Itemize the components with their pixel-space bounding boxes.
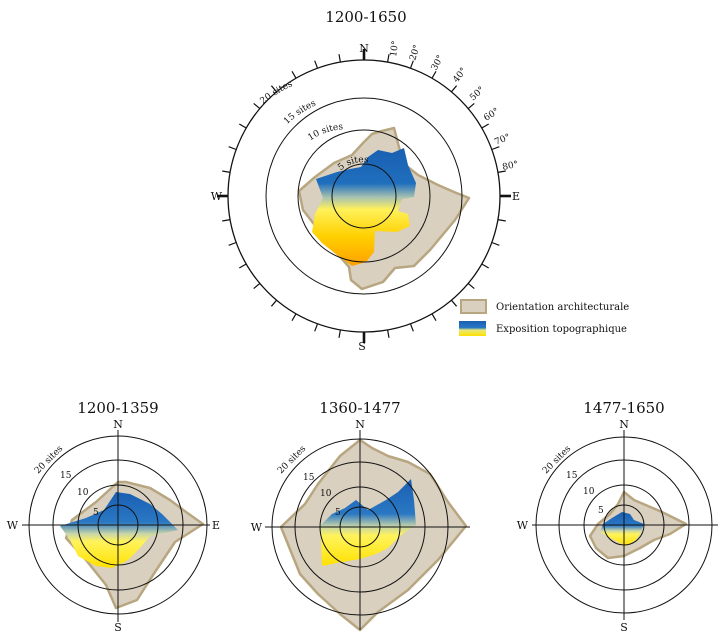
main-title: 1200-1650 (325, 8, 406, 26)
small-2-ring-label-10: 10 (320, 489, 332, 499)
compass-tick (314, 323, 319, 332)
small-3-title: 1477-1650 (583, 399, 664, 417)
main-rose: 1200-1650 5 sites 10 sites 15 sites 20 s… (211, 8, 520, 353)
small-1-north-label: N (113, 418, 123, 431)
compass-tick (387, 54, 390, 63)
small-3-ring-20 (535, 436, 713, 614)
degree-label-50: 50° (468, 85, 487, 103)
small-1-ring-5 (97, 504, 139, 546)
legend: Orientation architecturale Exposition to… (459, 299, 629, 336)
degree-label-30: 30° (430, 54, 446, 73)
compass-tick (222, 170, 231, 173)
compass-tick (409, 323, 414, 332)
small-2-west-label: W (251, 521, 263, 534)
compass-tick (291, 313, 297, 322)
compass-tick (228, 146, 237, 151)
compass-tick (431, 70, 437, 79)
small-1-topographic-area (60, 492, 178, 568)
small-3-ring-15 (558, 459, 690, 591)
compass-tick (481, 123, 490, 129)
small-rose-1477-1650: 1477-1650 5 10 15 20 sites N S W (517, 399, 718, 633)
compass-tick (238, 123, 247, 129)
main-east-label: E (512, 190, 520, 203)
main-ring-10 (297, 129, 431, 263)
small-1-ring-label-15: 15 (60, 471, 72, 481)
small-3-ring-label-10: 10 (583, 487, 595, 497)
small-2-topographic-area (320, 479, 416, 566)
compass-tick (491, 146, 500, 151)
ring-label-10: 10 sites (306, 122, 344, 143)
compass-tick (387, 329, 390, 338)
small-1-ring-label-10: 10 (77, 488, 89, 498)
compass-tick (253, 282, 261, 290)
compass-tick (222, 219, 231, 222)
legend-topographic-swatch (459, 321, 486, 336)
degree-labels: 10° 20° 30° 40° 50° 60° 70° 80° (389, 40, 519, 173)
compass-tick (450, 299, 458, 307)
compass-tick (253, 102, 261, 110)
main-ring-5 (331, 163, 397, 229)
degree-label-80: 80° (502, 160, 520, 173)
small-1-west-label: W (7, 519, 19, 532)
compass-tick (431, 313, 437, 322)
compass-tick (467, 102, 475, 110)
compass-tick (497, 170, 506, 173)
small-3-west-label: W (517, 519, 529, 532)
compass-tick (491, 241, 500, 246)
legend-architectural-swatch (460, 299, 487, 314)
compass-tick (467, 282, 475, 290)
compass-tick (409, 60, 414, 69)
small-3-north-label: N (619, 418, 629, 431)
legend-architectural-label: Orientation architecturale (496, 302, 629, 313)
main-ring-15 (265, 97, 463, 295)
compass-tick (338, 329, 341, 338)
small-1-ring-20 (28, 435, 208, 615)
compass-tick (338, 54, 341, 63)
small-3-south-label: S (620, 621, 628, 633)
main-ticks (217, 49, 511, 343)
small-1-east-label: E (212, 519, 220, 532)
ring-label-20: 20 sites (259, 79, 295, 106)
small-3-ring-5 (603, 504, 645, 546)
small-2-ring-15 (294, 461, 426, 593)
compass-tick (497, 219, 506, 222)
compass-tick (481, 263, 490, 269)
small-1-ring-label-5: 5 (93, 508, 99, 518)
main-north-label: N (359, 42, 369, 55)
small-3-ring-10 (583, 484, 665, 566)
compass-tick (238, 263, 247, 269)
small-1-title: 1200-1359 (77, 399, 158, 417)
small-2-title: 1360-1477 (319, 399, 400, 417)
compass-tick (270, 85, 278, 93)
degree-label-70: 70° (493, 133, 512, 148)
degree-label-20: 20° (408, 44, 422, 62)
small-rose-1200-1359: 1200-1359 5 10 15 20 sites N E S W (7, 399, 220, 633)
compass-tick (314, 60, 319, 69)
small-3-topographic-area (600, 512, 644, 546)
small-rose-1360-1477: 1360-1477 5 10 15 20 sites N W (251, 399, 470, 632)
degree-label-60: 60° (482, 107, 501, 124)
compass-tick (270, 299, 278, 307)
main-west-label: W (211, 190, 223, 203)
compass-tick (291, 70, 297, 79)
small-1-south-label: S (114, 621, 122, 633)
small-1-ring-10 (77, 484, 159, 566)
small-2-ring-10 (319, 486, 401, 568)
main-outer-circle (227, 59, 501, 333)
compass-tick (228, 241, 237, 246)
small-2-ring-label-15: 15 (303, 473, 315, 483)
legend-topographic-label: Exposition topographique (496, 324, 627, 335)
main-south-label: S (358, 340, 366, 353)
small-2-ring-5 (339, 506, 381, 548)
small-3-ring-label-5: 5 (598, 506, 604, 516)
small-2-ring-label-5: 5 (335, 508, 341, 518)
degree-label-10: 10° (389, 40, 401, 57)
small-1-ring-15 (52, 459, 184, 591)
small-3-ring-label-15: 15 (566, 471, 578, 481)
small-2-ring-20 (271, 438, 449, 616)
degree-label-40: 40° (451, 66, 469, 85)
small-2-north-label: N (355, 418, 365, 431)
compass-tick (450, 85, 458, 93)
